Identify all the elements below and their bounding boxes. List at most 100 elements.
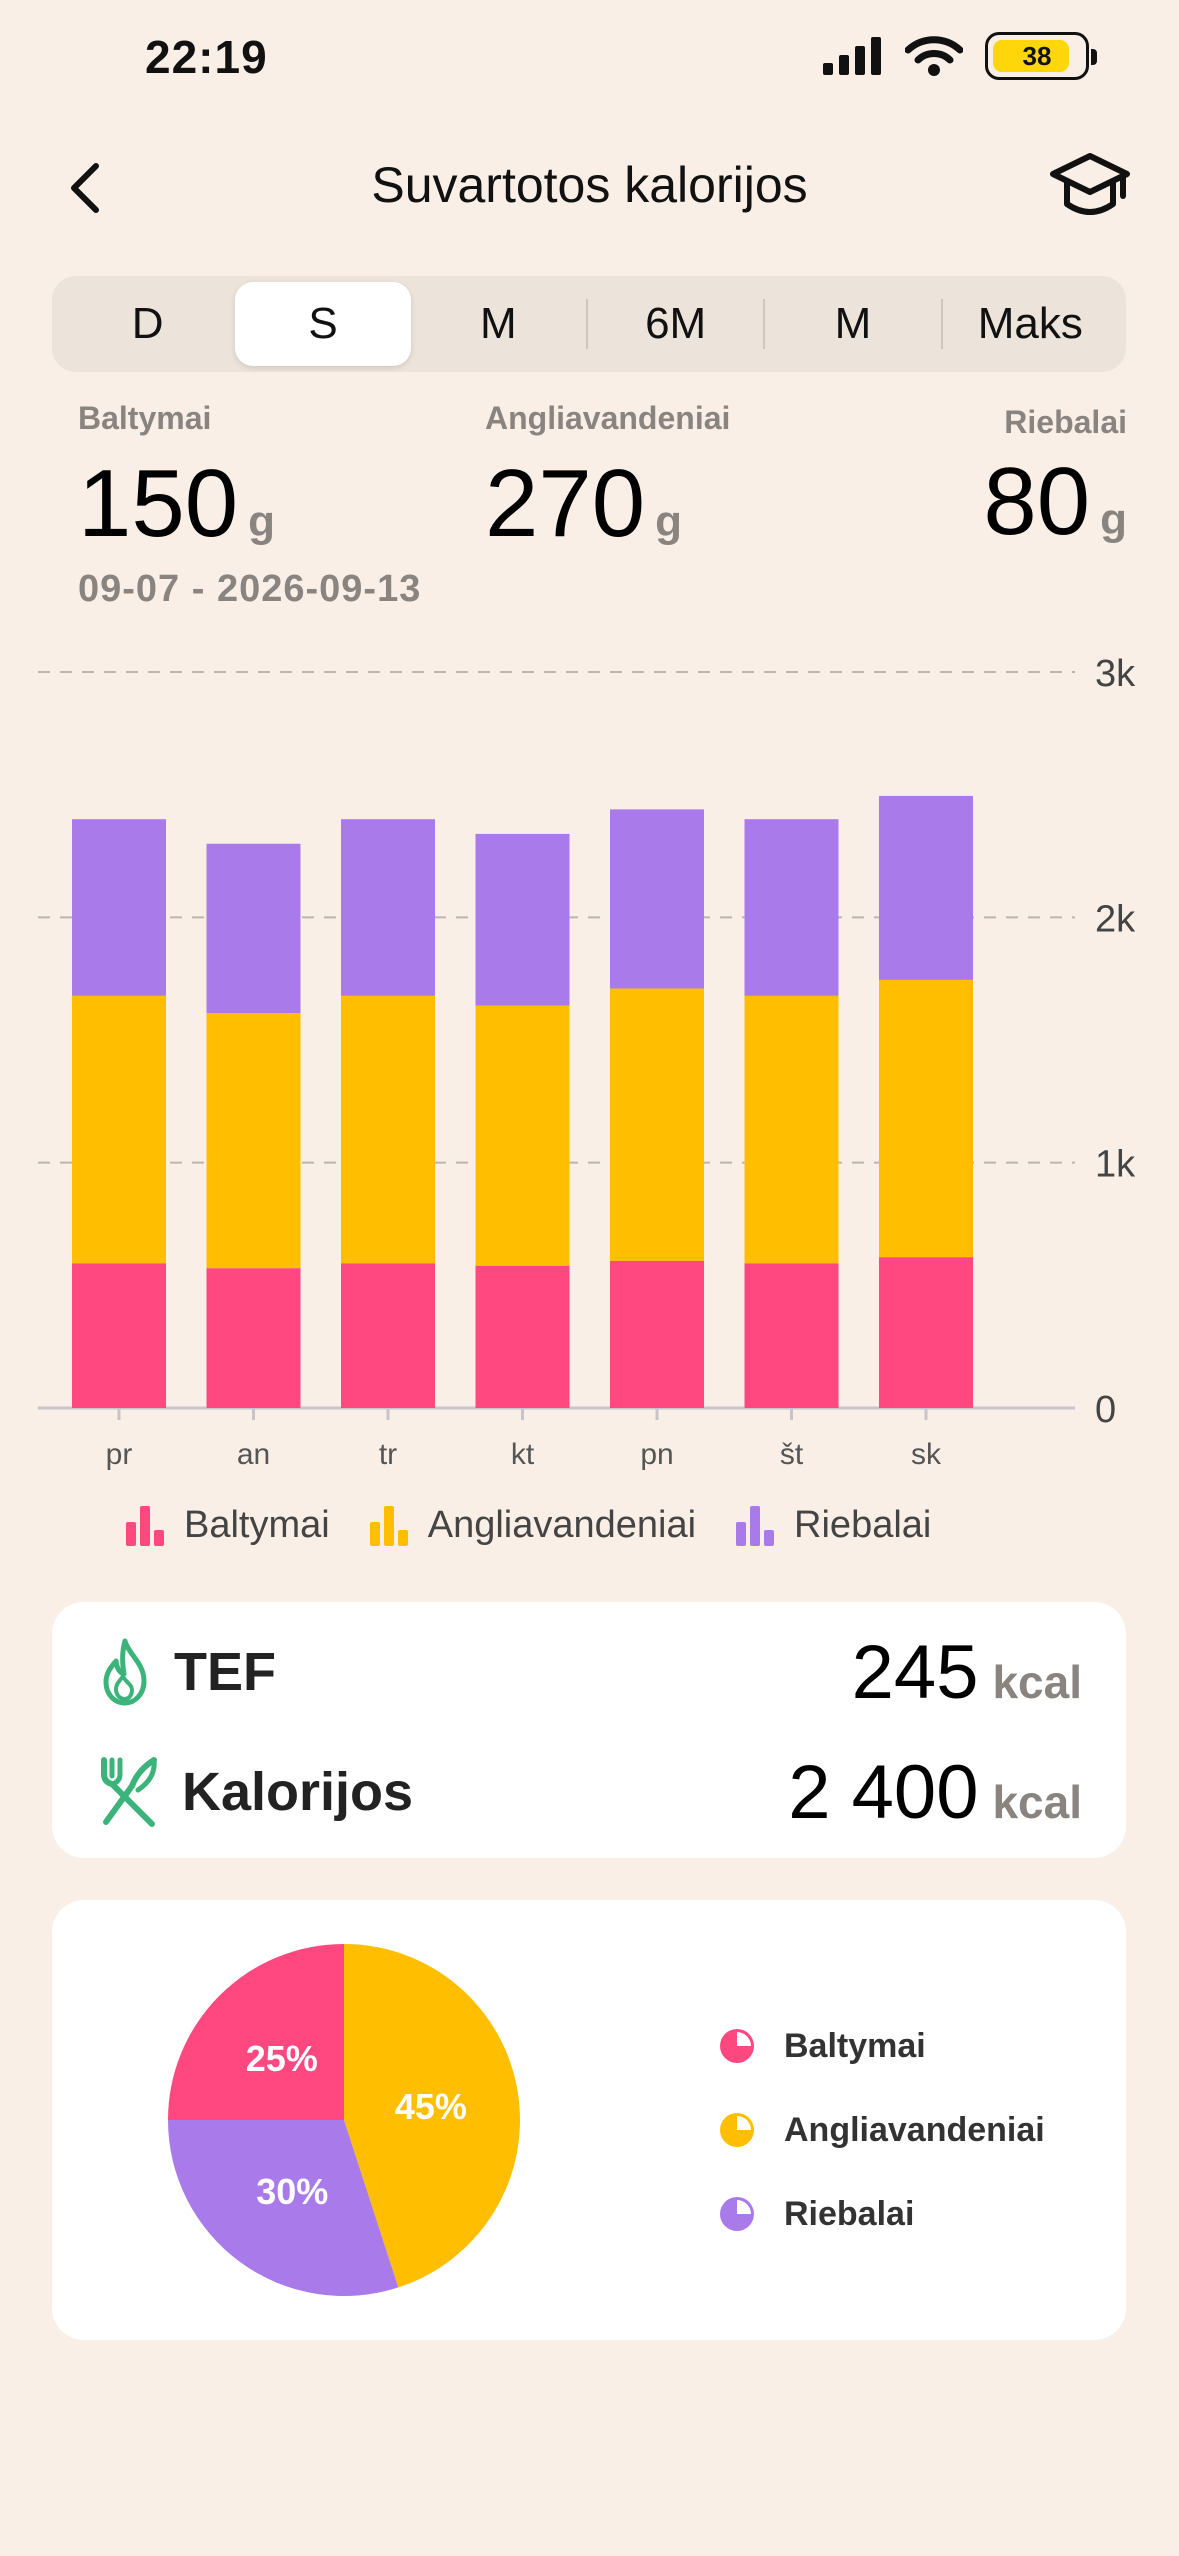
carbs-summary: Angliavandeniai 270 g bbox=[485, 400, 730, 559]
tab-day-label: D bbox=[131, 299, 164, 348]
pie-legend-label-fat: Riebalai bbox=[784, 2194, 915, 2233]
tab-month-label: M bbox=[479, 299, 517, 348]
bar-segment-riebalai[interactable] bbox=[610, 809, 704, 989]
x-tick-label: pr bbox=[106, 1438, 133, 1471]
pie-slice-icon bbox=[720, 2029, 754, 2063]
y-tick-label: 3k bbox=[1095, 653, 1136, 695]
tab-day[interactable]: D bbox=[60, 282, 235, 366]
bar-segment-baltymai[interactable] bbox=[879, 1257, 973, 1408]
bar-segment-angliavandeniai[interactable] bbox=[341, 995, 435, 1264]
energy-summary-card: TEF 245 kcal Kalorijos 2 400 kcal bbox=[52, 1602, 1126, 1858]
bar-segment-riebalai[interactable] bbox=[744, 819, 839, 996]
protein-unit: g bbox=[248, 497, 276, 546]
tab-year-label: M bbox=[834, 299, 872, 348]
calories-label: Kalorijos bbox=[182, 1762, 414, 1822]
protein-value: 150 bbox=[78, 450, 239, 557]
x-tick-label: an bbox=[237, 1438, 270, 1471]
wifi-icon bbox=[905, 36, 963, 76]
bar-chart-icon bbox=[736, 1505, 776, 1546]
bar-segment-baltymai[interactable] bbox=[610, 1260, 704, 1408]
x-tick-label: kt bbox=[511, 1438, 535, 1471]
bar-chart-icon bbox=[369, 1505, 410, 1546]
tab-max-label: Maks bbox=[977, 299, 1083, 348]
x-tick-label: pn bbox=[640, 1438, 673, 1471]
legend-label-carbs: Angliavandeniai bbox=[427, 1504, 697, 1546]
pie-legend-item-protein: Baltymai bbox=[718, 2004, 1045, 2088]
carbs-label: Angliavandeniai bbox=[485, 400, 731, 436]
fat-value: 80 bbox=[983, 448, 1091, 555]
battery-percentage: 38 bbox=[1022, 40, 1052, 71]
tab-week[interactable]: S bbox=[235, 282, 411, 366]
tab-six-months-label: 6M bbox=[645, 299, 707, 348]
tab-year[interactable]: M bbox=[765, 282, 940, 366]
calories-row: Kalorijos 2 400 kcal bbox=[96, 1750, 1082, 1835]
tef-label: TEF bbox=[174, 1642, 276, 1702]
carbs-unit: g bbox=[655, 497, 683, 546]
bar-segment-angliavandeniai[interactable] bbox=[610, 988, 704, 1261]
pie-slice-baltymai[interactable] bbox=[168, 1944, 344, 2120]
y-tick-label: 1k bbox=[1095, 1144, 1136, 1186]
status-icons: 38 bbox=[823, 32, 1097, 80]
battery-indicator: 38 bbox=[985, 32, 1097, 80]
bar-segment-angliavandeniai[interactable] bbox=[744, 995, 839, 1264]
macro-distribution-card: 45% 30% 25% Baltymai Angliavandeniai Rieba… bbox=[52, 1900, 1126, 2340]
fork-knife-icon bbox=[101, 1757, 157, 1827]
tab-max[interactable]: Maks bbox=[943, 282, 1118, 366]
calories-value: 2 400 bbox=[788, 1749, 979, 1835]
bar-segment-riebalai[interactable] bbox=[206, 843, 301, 1014]
y-tick-label: 2k bbox=[1095, 898, 1136, 940]
stacked-bar-chart[interactable]: 0 1k 2k 3k pr an tr kt pn št sk bbox=[0, 640, 1179, 1480]
tef-value: 245 bbox=[851, 1629, 979, 1715]
protein-summary: Baltymai 150 g bbox=[78, 400, 275, 559]
bar-segment-baltymai[interactable] bbox=[206, 1268, 301, 1408]
bar-segment-riebalai[interactable] bbox=[72, 819, 166, 996]
legend-item-fat: Riebalai bbox=[736, 1504, 931, 1547]
bar-segment-baltymai[interactable] bbox=[475, 1265, 570, 1408]
pie-slice-label: 25% bbox=[246, 2038, 318, 2079]
legend-label-protein: Baltymai bbox=[184, 1504, 330, 1546]
segment-divider bbox=[763, 299, 766, 349]
pie-legend-item-carbs: Angliavandeniai bbox=[718, 2088, 1045, 2172]
x-tick-label: sk bbox=[911, 1438, 942, 1471]
tab-month[interactable]: M bbox=[411, 282, 586, 366]
legend-label-fat: Riebalai bbox=[794, 1504, 932, 1546]
segment-divider bbox=[585, 299, 588, 349]
pie-slice-icon bbox=[720, 2197, 754, 2231]
bar-segment-baltymai[interactable] bbox=[341, 1263, 435, 1408]
pie-legend-label-protein: Baltymai bbox=[784, 2026, 926, 2065]
carbs-value: 270 bbox=[485, 450, 646, 557]
legend-item-carbs: Angliavandeniai bbox=[369, 1504, 697, 1547]
cellular-signal-icon bbox=[823, 37, 881, 75]
x-tick-label: št bbox=[780, 1438, 804, 1471]
pie-slice-riebalai[interactable] bbox=[168, 2120, 399, 2296]
bar-segment-baltymai[interactable] bbox=[744, 1263, 839, 1408]
y-tick-label: 0 bbox=[1095, 1389, 1116, 1431]
pie-legend-label-carbs: Angliavandeniai bbox=[784, 2110, 1045, 2149]
pie-slice-label: 30% bbox=[256, 2171, 328, 2212]
tab-six-months[interactable]: 6M bbox=[588, 282, 763, 366]
bar-segment-angliavandeniai[interactable] bbox=[879, 979, 973, 1258]
pie-slice-angliavandeniai[interactable] bbox=[344, 1944, 520, 2288]
bar-segment-riebalai[interactable] bbox=[879, 795, 973, 980]
bar-segment-angliavandeniai[interactable] bbox=[206, 1013, 301, 1269]
macro-pie-chart[interactable]: 45% 30% 25% bbox=[164, 1940, 524, 2300]
legend-item-protein: Baltymai bbox=[126, 1504, 330, 1547]
bar-segment-riebalai[interactable] bbox=[341, 819, 435, 996]
pie-slice-label: 45% bbox=[395, 2086, 467, 2127]
fat-unit: g bbox=[1100, 495, 1127, 544]
x-tick-label: tr bbox=[379, 1438, 397, 1471]
fat-label: Riebalai bbox=[1004, 404, 1127, 440]
flame-icon bbox=[103, 1638, 147, 1706]
period-segmented-control: D S M 6M M Maks bbox=[52, 276, 1126, 372]
protein-label: Baltymai bbox=[78, 400, 212, 436]
tab-week-label: S bbox=[308, 299, 338, 348]
bar-segment-baltymai[interactable] bbox=[72, 1263, 166, 1408]
graduation-cap-icon[interactable] bbox=[1049, 148, 1131, 224]
page-title: Suvartotos kalorijos bbox=[371, 157, 808, 213]
bar-segment-riebalai[interactable] bbox=[475, 833, 570, 1006]
chart-legend: Baltymai Angliavandeniai Riebalai bbox=[126, 1504, 931, 1547]
bar-segment-angliavandeniai[interactable] bbox=[72, 995, 166, 1264]
fat-summary: Riebalai 80 g bbox=[983, 404, 1127, 557]
bar-segment-angliavandeniai[interactable] bbox=[475, 1005, 570, 1266]
back-chevron-icon[interactable] bbox=[62, 158, 110, 218]
